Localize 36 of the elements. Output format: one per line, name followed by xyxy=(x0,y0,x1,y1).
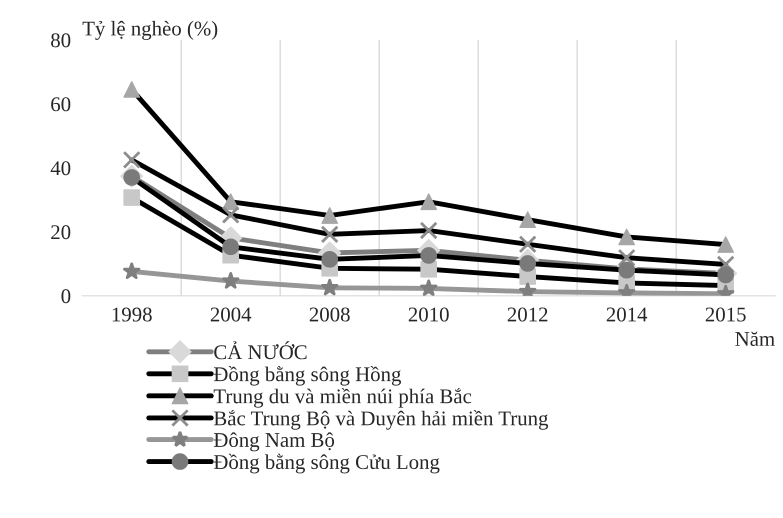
point xyxy=(618,248,636,267)
point xyxy=(420,221,438,240)
point xyxy=(420,260,438,278)
x-tick-label: 2012 xyxy=(508,307,548,322)
y-tick-label: 80 xyxy=(51,33,70,48)
legend-label: Đồng bằng sông Cửu Long xyxy=(214,454,440,474)
legend-label: Trung du và miền núi phía Bắc xyxy=(214,388,472,408)
x-tick-label: 2008 xyxy=(310,307,350,322)
point xyxy=(420,193,438,210)
point xyxy=(123,189,140,206)
point xyxy=(519,211,536,228)
y-axis-title: Tỷ lệ nghèo (%) xyxy=(82,20,218,40)
x-tick-label: 1998 xyxy=(112,307,152,322)
point xyxy=(716,255,735,274)
x-tick-label: 2015 xyxy=(706,307,746,322)
y-tick-label: 0 xyxy=(61,289,70,304)
y-tick-label: 20 xyxy=(51,225,70,240)
point xyxy=(320,225,339,244)
x-axis-title: Năm xyxy=(735,332,775,346)
point xyxy=(222,206,240,224)
point xyxy=(518,235,537,254)
legend-label: Đồng bằng sông Hồng xyxy=(214,366,402,386)
legend-label: CẢ NƯỚC xyxy=(214,341,307,360)
y-tick-label: 60 xyxy=(51,97,70,112)
point xyxy=(717,236,734,253)
x-tick-label: 2010 xyxy=(408,307,449,322)
point xyxy=(618,228,636,246)
legend-label: Đông Nam Bộ xyxy=(214,432,334,452)
point xyxy=(123,81,140,98)
point xyxy=(519,268,536,285)
legend-label: Bắc Trung Bộ và Duyên hải miền Trung xyxy=(214,410,548,430)
point xyxy=(321,207,338,224)
x-tick-label: 2004 xyxy=(210,307,252,322)
point xyxy=(122,150,141,169)
y-tick-label: 40 xyxy=(50,161,70,176)
x-tick-label: 2014 xyxy=(606,307,648,322)
